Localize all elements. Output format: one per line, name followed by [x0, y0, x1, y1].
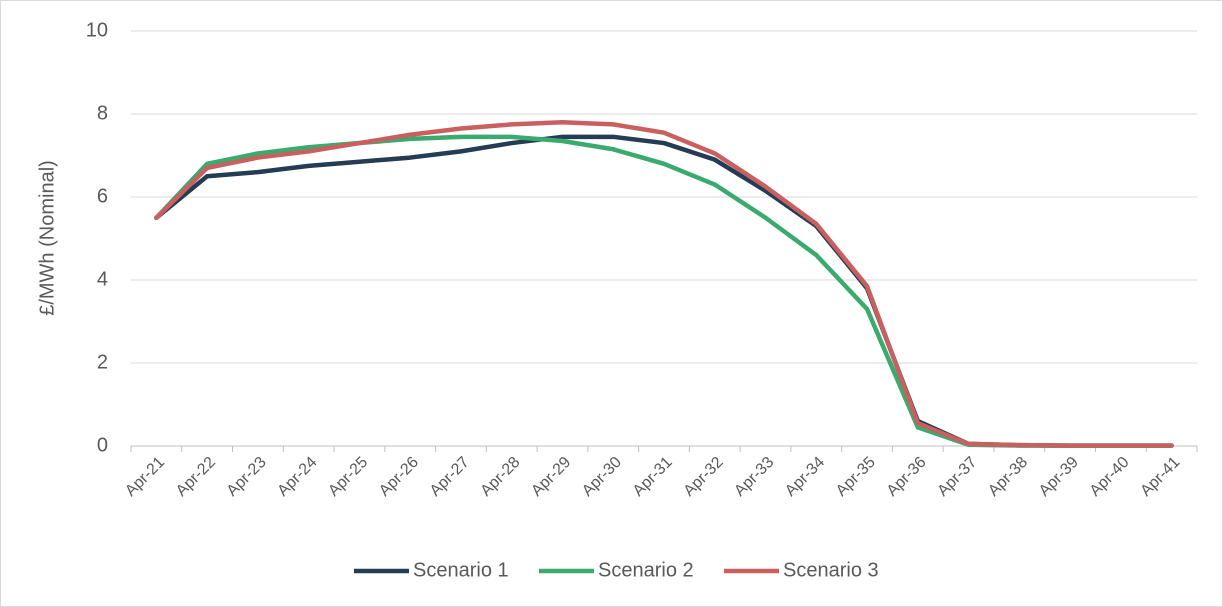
legend-label: Scenario 3: [783, 559, 879, 581]
y-tick-label: 2: [97, 351, 108, 373]
legend-label: Scenario 1: [413, 559, 509, 581]
y-tick-label: 10: [86, 19, 108, 41]
y-axis-title: £/MWh (Nominal): [36, 160, 58, 316]
y-tick-label: 4: [97, 268, 108, 290]
y-tick-label: 0: [97, 434, 108, 456]
y-tick-label: 6: [97, 185, 108, 207]
legend-label: Scenario 2: [598, 559, 694, 581]
series-line: [154, 120, 1174, 448]
y-tick-label: 8: [97, 102, 108, 124]
